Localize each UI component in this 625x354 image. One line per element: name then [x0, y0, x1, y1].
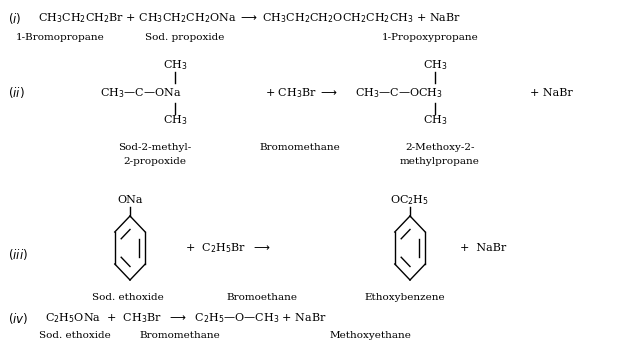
- Text: CH$_3$—C—OCH$_3$: CH$_3$—C—OCH$_3$: [355, 86, 443, 100]
- Text: Methoxyethane: Methoxyethane: [329, 331, 411, 341]
- Text: Sod. ethoxide: Sod. ethoxide: [39, 331, 111, 341]
- Text: CH$_3$CH$_2$CH$_2$Br + CH$_3$CH$_2$CH$_2$ONa $\longrightarrow$ CH$_3$CH$_2$CH$_2: CH$_3$CH$_2$CH$_2$Br + CH$_3$CH$_2$CH$_2…: [38, 11, 461, 25]
- Text: Sod. ethoxide: Sod. ethoxide: [92, 293, 164, 303]
- Text: 2-propoxide: 2-propoxide: [124, 158, 186, 166]
- Text: +  NaBr: + NaBr: [460, 243, 506, 253]
- Text: 2-Methoxy-2-: 2-Methoxy-2-: [405, 143, 475, 153]
- Text: Ethoxybenzene: Ethoxybenzene: [365, 293, 445, 303]
- Text: CH$_3$: CH$_3$: [422, 58, 447, 72]
- Text: OC$_2$H$_5$: OC$_2$H$_5$: [391, 193, 429, 207]
- Text: + CH$_3$Br $\longrightarrow$: + CH$_3$Br $\longrightarrow$: [265, 86, 338, 100]
- Text: $(i)$: $(i)$: [8, 11, 21, 25]
- Text: Sod-2-methyl-: Sod-2-methyl-: [118, 143, 192, 153]
- Text: CH$_3$: CH$_3$: [162, 58, 188, 72]
- Text: Bromomethane: Bromomethane: [139, 331, 221, 341]
- Text: ONa: ONa: [118, 195, 142, 205]
- Text: $(iii)$: $(iii)$: [8, 247, 28, 263]
- Text: Bromoethane: Bromoethane: [226, 293, 298, 303]
- Text: $(ii)$: $(ii)$: [8, 86, 25, 101]
- Text: 1-Bromopropane: 1-Bromopropane: [16, 34, 104, 42]
- Text: 1-Propoxypropane: 1-Propoxypropane: [382, 34, 478, 42]
- Text: $(iv)$: $(iv)$: [8, 310, 28, 325]
- Text: CH$_3$—C—ONa: CH$_3$—C—ONa: [100, 86, 181, 100]
- Text: CH$_3$: CH$_3$: [422, 113, 447, 127]
- Text: CH$_3$: CH$_3$: [162, 113, 188, 127]
- Text: +  C$_2$H$_5$Br  $\longrightarrow$: + C$_2$H$_5$Br $\longrightarrow$: [185, 241, 271, 255]
- Text: + NaBr: + NaBr: [530, 88, 572, 98]
- Text: Bromomethane: Bromomethane: [259, 143, 341, 153]
- Text: Sod. propoxide: Sod. propoxide: [145, 34, 225, 42]
- Text: methylpropane: methylpropane: [400, 158, 480, 166]
- Text: C$_2$H$_5$ONa  +  CH$_3$Br  $\longrightarrow$  C$_2$H$_5$—O—CH$_3$ + NaBr: C$_2$H$_5$ONa + CH$_3$Br $\longrightarro…: [45, 311, 326, 325]
